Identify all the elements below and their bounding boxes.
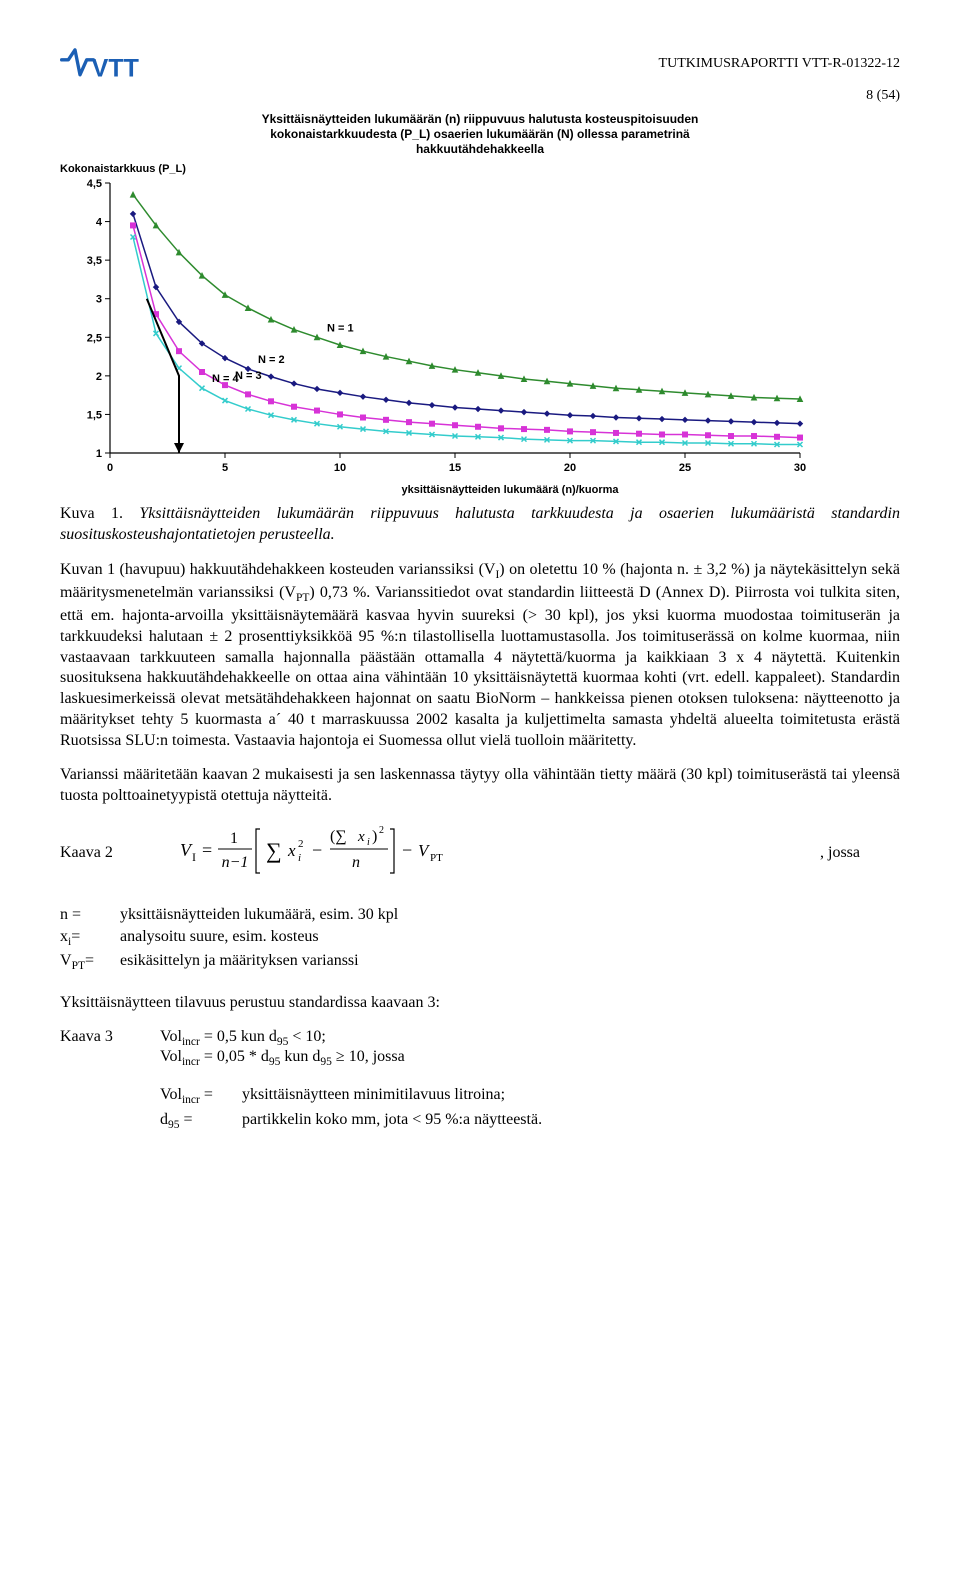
x-axis-label: yksittäisnäytteiden lukumäärä (n)/kuorma bbox=[120, 484, 900, 496]
svg-text:20: 20 bbox=[564, 462, 576, 474]
document-id: TUTKIMUSRAPORTTI VTT-R-01322-12 bbox=[659, 56, 900, 71]
equation-3-line2: Volincr = 0,05 * d95 kun d95 ≥ 10, jossa bbox=[160, 1048, 900, 1068]
svg-text:1: 1 bbox=[230, 830, 238, 847]
svg-text:−: − bbox=[312, 840, 322, 860]
svg-text:N = 4: N = 4 bbox=[212, 373, 239, 385]
equation-3-definitions: Volincr = yksittäisnäytteen minimitilavuu… bbox=[160, 1084, 900, 1133]
equation-3-label: Kaava 3 bbox=[60, 1028, 140, 1068]
definition-text: esikäsittelyn ja määrityksen varianssi bbox=[120, 950, 359, 975]
svg-text:I: I bbox=[192, 850, 196, 864]
y-axis-label: Kokonaistarkkuus (P_L) bbox=[60, 163, 186, 175]
definition-row: Volincr = yksittäisnäytteen minimitilavuu… bbox=[160, 1084, 900, 1109]
svg-text:2,5: 2,5 bbox=[87, 332, 102, 344]
equation-2: V I = 1 n−1 ∑ x i 2 − (∑ x i ) 2 n − V bbox=[180, 821, 780, 884]
svg-text:4: 4 bbox=[96, 217, 103, 229]
svg-text:0: 0 bbox=[107, 462, 113, 474]
definition-symbol: n = bbox=[60, 904, 108, 926]
page-header: VTT TUTKIMUSRAPORTTI VTT-R-01322-12 8 (5… bbox=[60, 40, 900, 104]
svg-text:N = 1: N = 1 bbox=[327, 322, 354, 334]
svg-text:25: 25 bbox=[679, 462, 691, 474]
svg-text:−: − bbox=[402, 840, 412, 860]
svg-text:10: 10 bbox=[334, 462, 346, 474]
svg-text:2: 2 bbox=[298, 838, 304, 850]
equation-2-label: Kaava 2 bbox=[60, 844, 140, 862]
svg-text:PT: PT bbox=[430, 852, 443, 864]
paragraph-1: Kuvan 1 (havupuu) hakkuutähdehakkeen kos… bbox=[60, 560, 900, 752]
svg-text:30: 30 bbox=[794, 462, 806, 474]
definition-text: partikkelin koko mm, jota < 95 %:a näytt… bbox=[242, 1109, 542, 1134]
svg-text:N = 3: N = 3 bbox=[235, 370, 262, 382]
definition-row: xi= analysoitu suure, esim. kosteus bbox=[60, 926, 900, 951]
document-id-block: TUTKIMUSRAPORTTI VTT-R-01322-12 8 (54) bbox=[659, 40, 900, 104]
definition-symbol: VPT= bbox=[60, 950, 108, 975]
definition-row: d95 = partikkelin koko mm, jota < 95 %:a … bbox=[160, 1109, 900, 1134]
svg-text:(∑: (∑ bbox=[330, 828, 347, 845]
svg-text:3: 3 bbox=[96, 294, 102, 306]
definition-symbol: xi= bbox=[60, 926, 108, 951]
definition-symbol: Volincr = bbox=[160, 1084, 230, 1109]
chart-title: Yksittäisnäytteiden lukumäärän (n) riipp… bbox=[60, 112, 900, 157]
paragraph-2: Varianssi määritetään kaavan 2 mukaisest… bbox=[60, 765, 900, 807]
paragraph-3: Yksittäisnäytteen tilavuus perustuu stan… bbox=[60, 993, 900, 1014]
svg-text:15: 15 bbox=[449, 462, 461, 474]
equation-2-suffix: , jossa bbox=[820, 844, 900, 862]
svg-text:=: = bbox=[202, 840, 212, 860]
definition-text: yksittäisnäytteiden lukumäärä, esim. 30 … bbox=[120, 904, 398, 926]
svg-text:x: x bbox=[357, 829, 365, 845]
svg-text:x: x bbox=[287, 841, 296, 860]
svg-text:n: n bbox=[352, 854, 360, 871]
figure-1-chart: Yksittäisnäytteiden lukumäärän (n) riipp… bbox=[60, 112, 900, 496]
svg-text:2: 2 bbox=[379, 825, 384, 836]
chart-canvas: 0 5 10 15 20 25 30 1 1,5 2 2,5 3 3,5 4 4,5 N = 1 N = 2 N … bbox=[60, 177, 820, 477]
vtt-logo: VTT bbox=[60, 40, 160, 88]
svg-text:n−1: n−1 bbox=[222, 854, 249, 871]
svg-text:3,5: 3,5 bbox=[87, 255, 102, 267]
caption-label: Kuva 1. bbox=[60, 505, 123, 522]
svg-text:i: i bbox=[298, 852, 301, 864]
logo-text: VTT bbox=[92, 55, 139, 83]
svg-text:∑: ∑ bbox=[266, 838, 282, 863]
figure-1-caption: Kuva 1. Yksittäisnäytteiden lukumäärän r… bbox=[60, 504, 900, 546]
svg-text:2: 2 bbox=[96, 371, 102, 383]
svg-text:N = 2: N = 2 bbox=[258, 354, 285, 366]
definition-row: VPT= esikäsittelyn ja määrityksen varians… bbox=[60, 950, 900, 975]
equation-3-row: Kaava 3 Volincr = 0,5 kun d95 < 10; Voli… bbox=[60, 1028, 900, 1068]
page-number: 8 (54) bbox=[866, 88, 900, 103]
equation-3-body: Volincr = 0,5 kun d95 < 10; Volincr = 0,… bbox=[160, 1028, 900, 1068]
definition-symbol: d95 = bbox=[160, 1109, 230, 1134]
definition-row: n = yksittäisnäytteiden lukumäärä, esim. … bbox=[60, 904, 900, 926]
caption-text: Yksittäisnäytteiden lukumäärän riippuvuu… bbox=[60, 505, 900, 543]
svg-text:): ) bbox=[372, 828, 377, 845]
equation-2-definitions: n = yksittäisnäytteiden lukumäärä, esim. … bbox=[60, 904, 900, 975]
equation-3-line1: Volincr = 0,5 kun d95 < 10; bbox=[160, 1028, 900, 1048]
svg-text:5: 5 bbox=[222, 462, 228, 474]
svg-text:i: i bbox=[367, 837, 370, 848]
equation-2-row: Kaava 2 V I = 1 n−1 ∑ x i 2 − (∑ x i ) 2… bbox=[60, 821, 900, 884]
svg-text:4,5: 4,5 bbox=[87, 178, 102, 190]
svg-text:1: 1 bbox=[96, 448, 102, 460]
definition-text: analysoitu suure, esim. kosteus bbox=[120, 926, 319, 951]
definition-text: yksittäisnäytteen minimitilavuus litroin… bbox=[242, 1084, 505, 1109]
svg-text:1,5: 1,5 bbox=[87, 409, 102, 421]
